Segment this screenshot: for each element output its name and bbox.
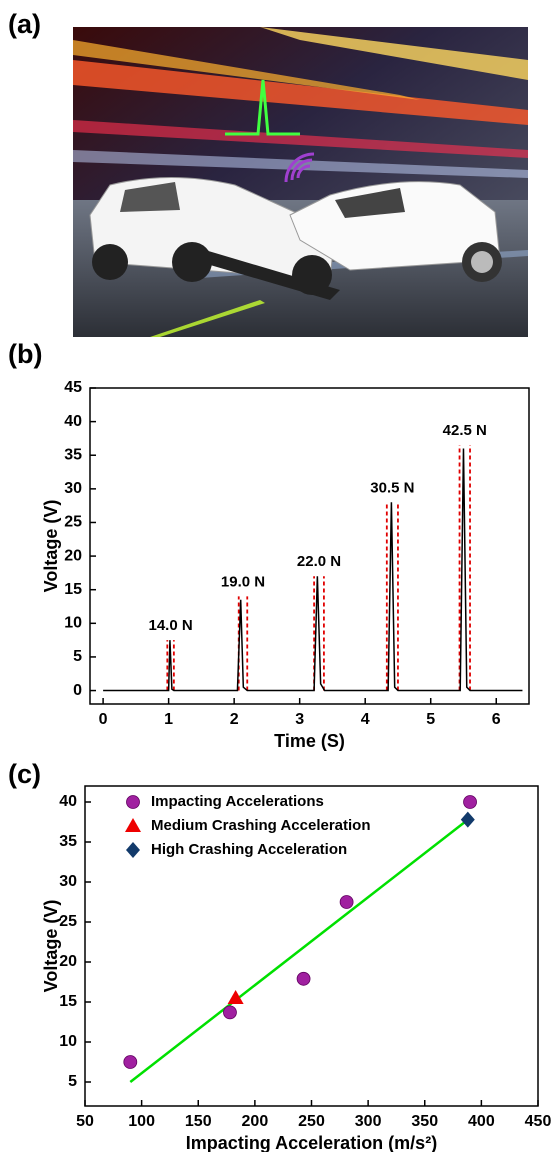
legend-marker: [125, 818, 141, 832]
y-tick-label: 5: [68, 1073, 77, 1090]
y-axis-title: Voltage (V): [41, 900, 61, 993]
y-tick-label: 5: [73, 648, 82, 665]
y-tick-label: 10: [64, 615, 82, 632]
y-tick-label: 20: [64, 547, 82, 564]
marker-circle: [296, 971, 311, 986]
x-tick-label: 450: [525, 1113, 552, 1130]
marker-circle: [463, 795, 477, 809]
y-axis-title: Voltage (V): [41, 500, 61, 593]
legend-label: Impacting Accelerations: [151, 793, 324, 810]
marker-circle: [223, 1005, 237, 1020]
fit-line: [129, 817, 471, 1083]
legend-marker: [126, 795, 140, 809]
y-tick-label: 40: [64, 413, 82, 430]
x-tick-label: 1: [164, 711, 173, 728]
marker-diamond: [460, 811, 475, 828]
plot-frame: [84, 785, 539, 1107]
legend-marker: [126, 842, 140, 858]
y-tick-label: 30: [64, 480, 82, 497]
y-tick-label: 40: [59, 793, 77, 810]
legend-label: Medium Crashing Acceleration: [151, 817, 371, 834]
x-tick-label: 2: [230, 711, 239, 728]
annotation-label: 42.5 N: [443, 422, 487, 439]
x-tick-label: 6: [492, 711, 501, 728]
x-tick-label: 4: [361, 711, 370, 728]
y-tick-label: 35: [59, 833, 77, 850]
panel-label: (c): [8, 759, 41, 789]
y-tick-label: 15: [64, 581, 82, 598]
x-tick-label: 250: [298, 1113, 325, 1130]
marker-circle: [339, 895, 354, 909]
x-tick-label: 300: [355, 1113, 382, 1130]
plot-frame: [89, 387, 530, 705]
x-tick-label: 3: [295, 711, 304, 728]
x-axis-title: Impacting Acceleration (m/s²): [186, 1133, 437, 1152]
x-tick-label: 200: [242, 1113, 269, 1130]
y-tick-label: 35: [64, 446, 82, 463]
annotation-label: 30.5 N: [370, 479, 414, 496]
x-axis-title: Time (S): [274, 731, 345, 751]
x-tick-label: 5: [426, 711, 435, 728]
x-tick-label: 400: [468, 1113, 495, 1130]
y-tick-label: 25: [59, 913, 77, 930]
x-tick-label: 50: [76, 1113, 94, 1130]
y-tick-label: 25: [64, 514, 82, 531]
panel-label: (b): [8, 339, 42, 369]
marker-triangle: [227, 990, 244, 1004]
y-tick-label: 20: [59, 953, 77, 970]
y-tick-label: 30: [59, 873, 77, 890]
annotation-label: 22.0 N: [297, 553, 341, 570]
x-tick-label: 100: [128, 1113, 155, 1130]
line-series: [103, 448, 523, 692]
x-tick-label: 150: [185, 1113, 212, 1130]
annotation-label: 14.0 N: [148, 617, 192, 634]
annotation-label: 19.0 N: [221, 573, 265, 590]
y-tick-label: 10: [59, 1033, 77, 1050]
y-tick-label: 45: [64, 379, 82, 396]
panel-label: (a): [8, 9, 41, 39]
y-tick-label: 15: [59, 993, 77, 1010]
legend-label: High Crashing Acceleration: [151, 841, 347, 858]
marker-circle: [123, 1055, 138, 1069]
x-tick-label: 0: [99, 711, 108, 728]
crash-photo: [73, 27, 528, 337]
x-tick-label: 350: [411, 1113, 438, 1130]
y-tick-label: 0: [73, 682, 82, 699]
